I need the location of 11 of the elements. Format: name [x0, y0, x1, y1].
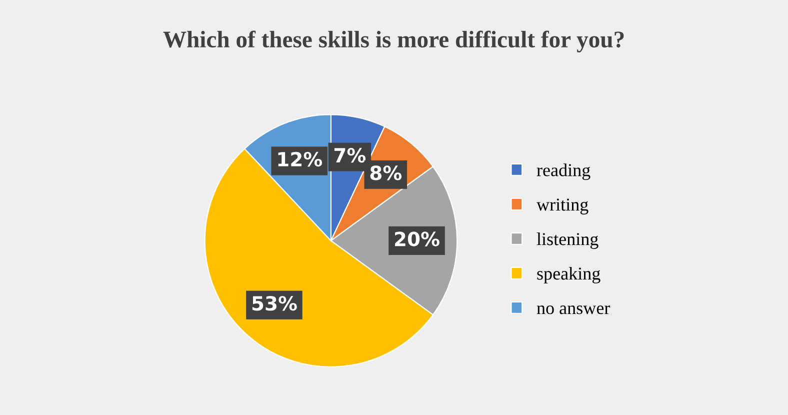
- data-label: 53%: [252, 296, 297, 311]
- legend-label: listening: [536, 232, 598, 249]
- data-label: 8%: [370, 166, 402, 180]
- data-label: 7%: [334, 148, 366, 163]
- legend-label: writing: [536, 198, 588, 214]
- chart-title: Which of these skills is more difficult for you?: [163, 30, 624, 52]
- legend-label: no answer: [536, 305, 610, 314]
- legend-label: speaking: [537, 266, 600, 284]
- data-label: 20%: [395, 232, 440, 246]
- legend-label: reading: [536, 164, 590, 180]
- data-label: 12%: [278, 152, 322, 167]
